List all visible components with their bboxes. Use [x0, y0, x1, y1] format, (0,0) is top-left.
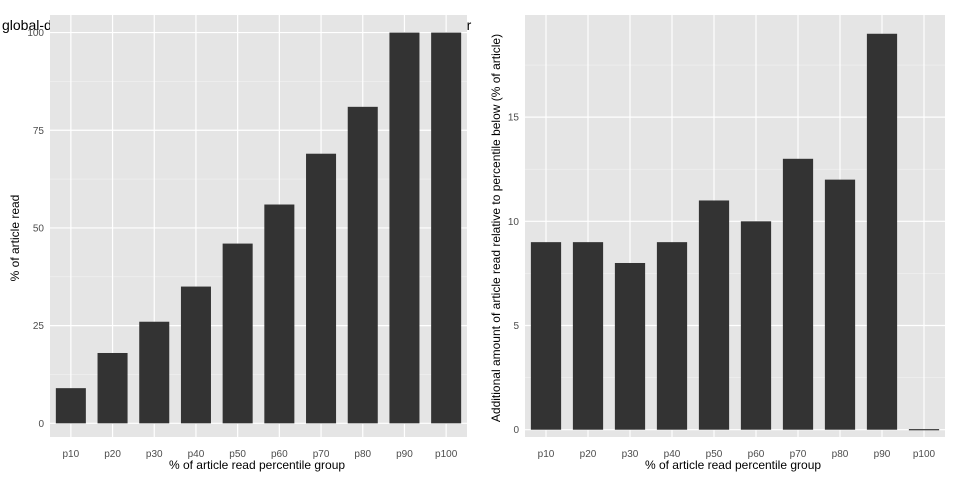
y-tick-label: 100	[27, 28, 44, 39]
y-tick-label: 25	[33, 321, 45, 332]
x-tick-label: p100	[913, 449, 936, 460]
x-tick-label: p50	[229, 449, 246, 460]
chart-panel-right: 0 5 10 15 p10 p20 p30 p40 p50 p60 p70 p80 p90 p100	[508, 15, 945, 460]
y-tick-label: 15	[508, 113, 520, 124]
bar-p60	[264, 204, 295, 424]
y-tick-label: 10	[508, 217, 520, 228]
bar-p10	[55, 388, 86, 424]
x-tick-label: p90	[874, 449, 891, 460]
bar-p30	[139, 321, 170, 424]
x-tick-label: p60	[748, 449, 765, 460]
bar-p20	[97, 352, 128, 424]
y-tick-label: 0	[38, 419, 44, 430]
bar-p90	[389, 32, 420, 424]
x-tick-label: p10	[63, 449, 80, 460]
x-axis-title-left: % of article read percentile group	[169, 458, 345, 472]
bar-p90	[866, 33, 898, 430]
x-tick-label: p40	[664, 449, 681, 460]
x-tick-label: p50	[706, 449, 723, 460]
x-tick-label: p80	[832, 449, 849, 460]
bar-p60	[740, 221, 772, 430]
y-tick-label: 5	[513, 321, 519, 332]
y-tick-label: 50	[33, 223, 45, 234]
bar-p50	[222, 243, 253, 424]
x-tick-label: p70	[313, 449, 330, 460]
bar-p80	[347, 106, 378, 424]
chart-panel-left: 0 25 50 75 100 p10 p20 p30 p40 p50 p60 p70 p80 p90 p10…	[27, 15, 467, 460]
bar-p50	[698, 200, 730, 430]
x-tick-label: p60	[271, 449, 288, 460]
x-tick-label: p30	[146, 449, 163, 460]
x-tick-label: p10	[538, 449, 555, 460]
x-tick-label: p20	[104, 449, 121, 460]
x-tick-label: p40	[188, 449, 205, 460]
bar-p100	[431, 32, 462, 424]
x-tick-label: p70	[790, 449, 807, 460]
x-tick-label: p30	[622, 449, 639, 460]
bar-p10	[530, 242, 562, 430]
bar-p30	[614, 262, 646, 430]
bar-p100	[908, 429, 940, 431]
bar-p40	[656, 242, 688, 430]
bar-p70	[782, 158, 814, 430]
x-tick-label: p100	[435, 449, 458, 460]
x-tick-label: p20	[580, 449, 597, 460]
y-tick-label: 75	[33, 126, 45, 137]
bar-p80	[824, 179, 856, 430]
bar-p20	[572, 242, 604, 430]
x-axis-title-right: % of article read percentile group	[645, 458, 821, 472]
y-axis-title-right: Additional amount of article read relati…	[489, 34, 503, 422]
bar-p70	[306, 153, 337, 424]
y-axis-title-left: % of article read	[8, 195, 22, 282]
y-tick-label: 0	[513, 425, 519, 436]
x-tick-label: p90	[396, 449, 413, 460]
bar-p40	[180, 286, 211, 424]
x-tick-label: p80	[354, 449, 371, 460]
